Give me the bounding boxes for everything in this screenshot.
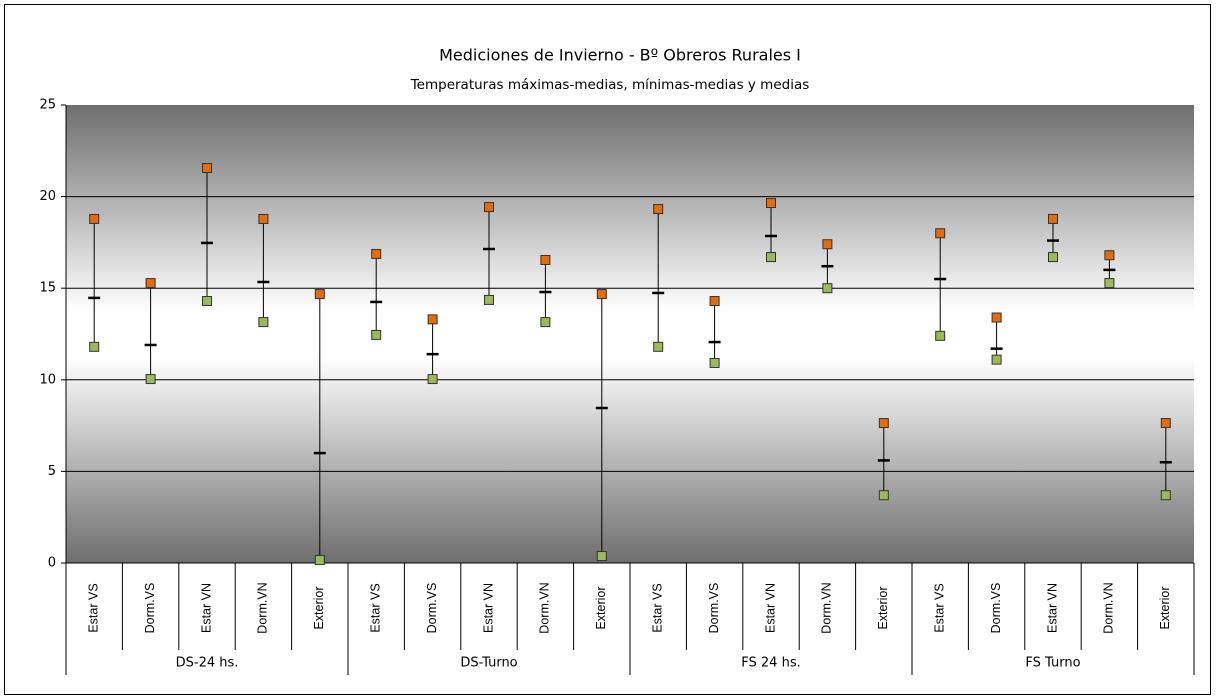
high-marker xyxy=(1160,418,1171,429)
low-marker xyxy=(540,317,551,328)
x-tick-label: Estar VS xyxy=(650,583,664,632)
y-tick-label: 25 xyxy=(39,98,56,113)
x-tick-label: Dorm.VN xyxy=(256,582,270,633)
low-marker xyxy=(822,283,833,294)
group-label: DS-24 hs. xyxy=(176,656,239,671)
high-marker xyxy=(596,289,607,300)
x-tick-label: Dorm.VS xyxy=(143,583,157,634)
group-label: FS 24 hs. xyxy=(741,656,800,671)
low-marker xyxy=(596,551,607,562)
x-tick-label: Dorm.VN xyxy=(538,582,552,633)
x-tick-label: Estar VS xyxy=(932,583,946,632)
x-tick-label: Dorm.VN xyxy=(1102,582,1116,633)
low-marker xyxy=(878,490,889,501)
x-tick-label: Dorm.VS xyxy=(989,583,1003,634)
group-label: DS-Turno xyxy=(460,656,517,671)
plot-area xyxy=(66,105,1194,563)
high-marker xyxy=(427,314,438,325)
high-marker xyxy=(878,418,889,429)
x-tick-label: Exterior xyxy=(312,586,326,629)
high-marker xyxy=(89,213,100,224)
high-marker xyxy=(145,278,156,289)
x-tick-label: Exterior xyxy=(876,586,890,629)
low-marker xyxy=(427,374,438,385)
y-tick-label: 20 xyxy=(39,189,56,204)
high-marker xyxy=(202,163,212,174)
high-marker xyxy=(822,239,833,250)
high-marker xyxy=(991,312,1002,323)
low-marker xyxy=(1104,278,1115,289)
low-marker xyxy=(935,330,946,341)
x-tick-label: Estar VN xyxy=(763,583,777,633)
high-marker xyxy=(314,289,325,300)
x-tick-label: Dorm.VN xyxy=(820,582,834,633)
x-tick-label: Dorm.VS xyxy=(707,583,721,634)
high-marker xyxy=(709,296,720,307)
low-marker xyxy=(314,555,325,566)
high-marker xyxy=(1048,213,1058,224)
chart-subtitle: Temperaturas máximas-medias, mínimas-med… xyxy=(410,77,810,93)
high-marker xyxy=(484,202,494,213)
high-marker xyxy=(935,228,946,239)
x-tick-label: Estar VS xyxy=(368,583,382,632)
low-marker xyxy=(202,296,212,307)
y-tick-label: 10 xyxy=(39,372,56,387)
y-tick-label: 15 xyxy=(39,281,56,296)
low-marker xyxy=(709,357,720,368)
low-marker xyxy=(653,341,664,352)
high-marker xyxy=(653,204,664,215)
low-marker xyxy=(1048,252,1058,263)
x-tick-label: Exterior xyxy=(1158,586,1172,629)
high-marker xyxy=(258,213,269,224)
low-marker xyxy=(258,317,269,328)
low-marker xyxy=(1160,490,1171,501)
group-label: FS Turno xyxy=(1025,656,1080,671)
low-marker xyxy=(145,374,156,385)
low-marker xyxy=(89,341,100,352)
x-tick-label: Estar VN xyxy=(199,583,213,633)
x-tick-label: Estar VN xyxy=(1045,583,1059,633)
high-marker xyxy=(766,198,776,209)
y-tick-label: 0 xyxy=(48,556,56,571)
high-marker xyxy=(371,248,382,259)
low-marker xyxy=(484,294,494,305)
high-marker xyxy=(1104,250,1115,261)
low-marker xyxy=(371,329,382,340)
x-tick-label: Estar VN xyxy=(481,583,495,633)
chart-title: Mediciones de Invierno - Bº Obreros Rura… xyxy=(439,46,801,65)
x-tick-label: Estar VS xyxy=(86,583,100,632)
low-marker xyxy=(991,354,1002,365)
low-marker xyxy=(766,252,776,263)
x-tick-label: Dorm.VS xyxy=(425,583,439,634)
y-tick-label: 5 xyxy=(48,464,56,479)
high-marker xyxy=(540,254,551,265)
x-tick-label: Exterior xyxy=(594,586,608,629)
